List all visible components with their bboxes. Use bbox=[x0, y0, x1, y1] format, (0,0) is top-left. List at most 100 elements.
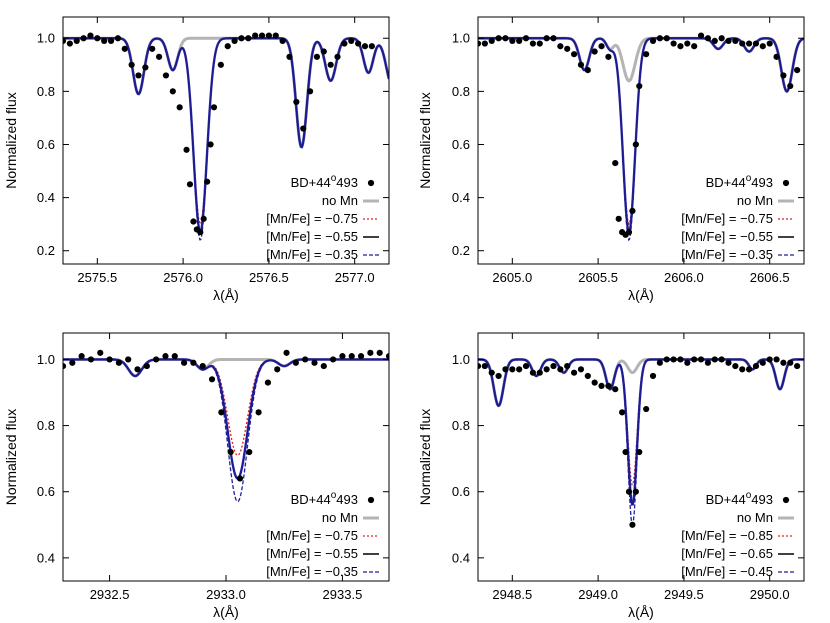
observed-point bbox=[619, 409, 626, 416]
x-tick-label: 2575.5 bbox=[77, 270, 117, 285]
observed-point bbox=[190, 218, 197, 225]
observed-point bbox=[643, 405, 650, 413]
y-tick-label: 0.6 bbox=[37, 137, 55, 152]
plot-area bbox=[478, 356, 804, 528]
no-mn-curve bbox=[63, 357, 389, 378]
observed-point bbox=[186, 181, 194, 188]
y-tick-label: 1.0 bbox=[37, 352, 55, 367]
legend-label-m2: [Mn/Fe] = −0.55 bbox=[681, 229, 773, 244]
observed-point bbox=[106, 356, 113, 363]
legend-label-m2: [Mn/Fe] = −0.65 bbox=[681, 546, 773, 561]
observed-point bbox=[300, 125, 307, 132]
y-tick-label: 1.0 bbox=[37, 31, 55, 46]
observed-point bbox=[570, 51, 578, 58]
observed-point bbox=[367, 349, 374, 356]
observed-point bbox=[255, 409, 262, 416]
observed-point bbox=[732, 362, 739, 370]
observed-point bbox=[591, 48, 598, 55]
observed-point bbox=[361, 43, 369, 50]
observed-point bbox=[142, 64, 149, 71]
observed-point bbox=[502, 35, 509, 42]
observed-point bbox=[718, 35, 725, 42]
legend: BD+44o493 no Mn [Mn/Fe] = −0.75 [Mn/Fe] = −… bbox=[266, 490, 379, 579]
observed-point bbox=[87, 356, 95, 363]
legend-marker-observed bbox=[782, 179, 790, 187]
observed-point bbox=[224, 43, 231, 50]
observed-point bbox=[649, 372, 657, 380]
observed-point bbox=[649, 37, 657, 45]
legend-label-m1: [Mn/Fe] = −0.85 bbox=[681, 528, 773, 543]
legend-label-observed: BD+44o493 bbox=[706, 490, 773, 507]
observed-point bbox=[236, 475, 244, 482]
x-tick-label: 2605.5 bbox=[578, 270, 618, 285]
x-tick-label: 2932.5 bbox=[90, 587, 130, 602]
observed-point bbox=[522, 362, 530, 370]
x-tick-label: 2606.5 bbox=[750, 270, 790, 285]
observed-point bbox=[204, 178, 211, 185]
observed-point bbox=[615, 215, 622, 222]
model-curve-3 bbox=[63, 37, 389, 241]
observed-point bbox=[752, 362, 760, 370]
observed-point bbox=[629, 207, 636, 214]
observed-point bbox=[302, 356, 309, 363]
observed-point bbox=[208, 376, 216, 383]
observed-point bbox=[69, 359, 76, 366]
observed-point bbox=[605, 382, 612, 390]
observed-point bbox=[691, 356, 698, 363]
x-tick-label: 2605.0 bbox=[492, 270, 532, 285]
observed-point bbox=[128, 61, 135, 68]
observed-point bbox=[135, 72, 142, 79]
x-tick-label: 2577.0 bbox=[335, 270, 375, 285]
observed-point bbox=[311, 359, 318, 366]
observed-point bbox=[625, 229, 633, 236]
legend-label-m1: [Mn/Fe] = −0.75 bbox=[266, 211, 358, 226]
x-axis-label: λ(Å) bbox=[213, 287, 239, 303]
observed-point bbox=[697, 356, 705, 363]
observed-point bbox=[711, 37, 718, 45]
x-tick-label: 2933.0 bbox=[206, 587, 246, 602]
observed-point bbox=[87, 32, 94, 39]
observed-point bbox=[327, 61, 334, 68]
observed-point bbox=[766, 40, 773, 47]
observed-point bbox=[115, 359, 122, 366]
observed-point bbox=[732, 37, 739, 45]
observed-point bbox=[63, 37, 67, 44]
y-tick-label: 0.4 bbox=[452, 550, 470, 565]
observed-point bbox=[320, 362, 327, 370]
observed-point bbox=[149, 45, 156, 52]
observed-point bbox=[759, 43, 766, 50]
observed-point bbox=[114, 35, 122, 42]
observed-point bbox=[199, 362, 206, 370]
observed-point bbox=[171, 353, 178, 360]
y-tick-label: 0.8 bbox=[452, 84, 470, 99]
observed-point bbox=[63, 362, 67, 370]
y-tick-label: 0.2 bbox=[37, 243, 55, 258]
panel-3: 2932.5 2933.0 2933.5 0.4 0.6 0.8 1.0 λ(Å) Normal… bbox=[3, 332, 390, 620]
observed-point bbox=[584, 372, 591, 380]
observed-point bbox=[629, 521, 636, 528]
best-fit-curve bbox=[478, 37, 804, 235]
observed-point bbox=[197, 229, 204, 236]
observed-point bbox=[605, 53, 612, 60]
x-tick-label: 2949.0 bbox=[578, 587, 618, 602]
y-axis-label: Normalized flux bbox=[417, 92, 433, 188]
no-mn-curve bbox=[63, 36, 389, 149]
legend-label-no_mn: no Mn bbox=[737, 510, 773, 525]
observed-point bbox=[334, 53, 341, 60]
observed-point bbox=[264, 379, 272, 386]
x-tick-label: 2606.0 bbox=[664, 270, 704, 285]
observed-point bbox=[745, 40, 753, 47]
legend-label-m1: [Mn/Fe] = −0.75 bbox=[266, 528, 358, 543]
observed-point bbox=[246, 448, 253, 456]
legend-label-observed: BD+44o493 bbox=[706, 173, 773, 190]
observed-point bbox=[385, 353, 389, 360]
observed-point bbox=[677, 43, 684, 50]
best-fit-curve bbox=[478, 358, 804, 506]
x-tick-label: 2949.5 bbox=[664, 587, 704, 602]
y-tick-label: 0.8 bbox=[37, 84, 55, 99]
observed-point bbox=[529, 40, 537, 47]
observed-point bbox=[787, 82, 794, 90]
observed-point bbox=[684, 359, 691, 366]
panel-1: 2575.5 2576.0 2576.5 2577.0 0.2 0.4 0.6 0.8 1.0 λ… bbox=[3, 16, 390, 303]
